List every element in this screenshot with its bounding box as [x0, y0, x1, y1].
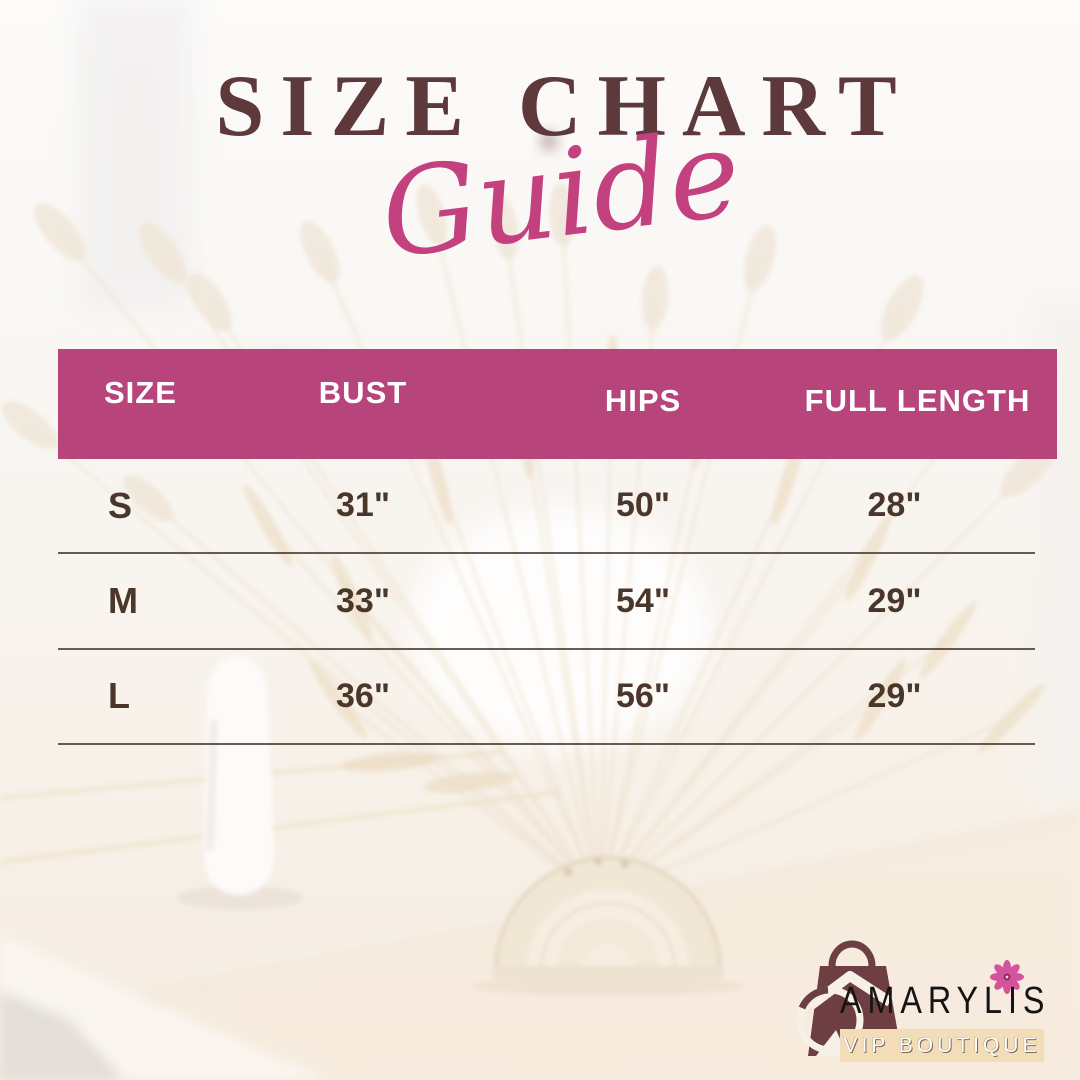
vase — [176, 656, 304, 910]
size-label: S — [108, 484, 133, 526]
column-header-size: SIZE — [104, 375, 177, 410]
bust-value: 36" — [336, 676, 390, 715]
wood-stand — [473, 856, 743, 996]
bust-value: 31" — [336, 486, 390, 525]
hips-value: 50" — [616, 486, 670, 525]
bust-value: 33" — [336, 581, 390, 620]
brand-logo: AMARYLIS VIP BOUTIQUE — [790, 922, 1058, 1072]
page-title: SIZE CHART — [215, 58, 913, 155]
flower-icon — [990, 960, 1024, 994]
column-header-bust: BUST — [318, 375, 408, 410]
table-row-m: M 33" 54" 29" — [58, 554, 1035, 650]
table-row-l: L 36" 56" 29" — [58, 650, 1035, 746]
size-label: L — [108, 675, 130, 717]
size-table: SIZE BUST HIPS FULL LENGTH S 31" 50" 28"… — [58, 349, 1057, 746]
full-length-value: 29" — [867, 581, 922, 620]
full-length-value: 29" — [867, 676, 922, 715]
column-header-full-length: FULL LENGTH — [804, 383, 1031, 418]
table-header-row: SIZE BUST HIPS FULL LENGTH — [58, 349, 1057, 459]
full-length-value: 28" — [867, 486, 922, 525]
hips-value: 54" — [616, 581, 670, 620]
table-row-s: S 31" 50" 28" — [58, 459, 1035, 555]
table-body: S 31" 50" 28" M 33" 54" 29" L 36" 56" 29… — [58, 459, 1035, 746]
column-header-hips: HIPS — [604, 383, 682, 418]
brand-tagline-band: VIP BOUTIQUE — [840, 1029, 1044, 1062]
brand-tagline: VIP BOUTIQUE — [843, 1033, 1041, 1057]
size-label: M — [108, 580, 138, 622]
hips-value: 56" — [616, 676, 670, 715]
brand-name: AMARYLIS — [840, 980, 1051, 1022]
